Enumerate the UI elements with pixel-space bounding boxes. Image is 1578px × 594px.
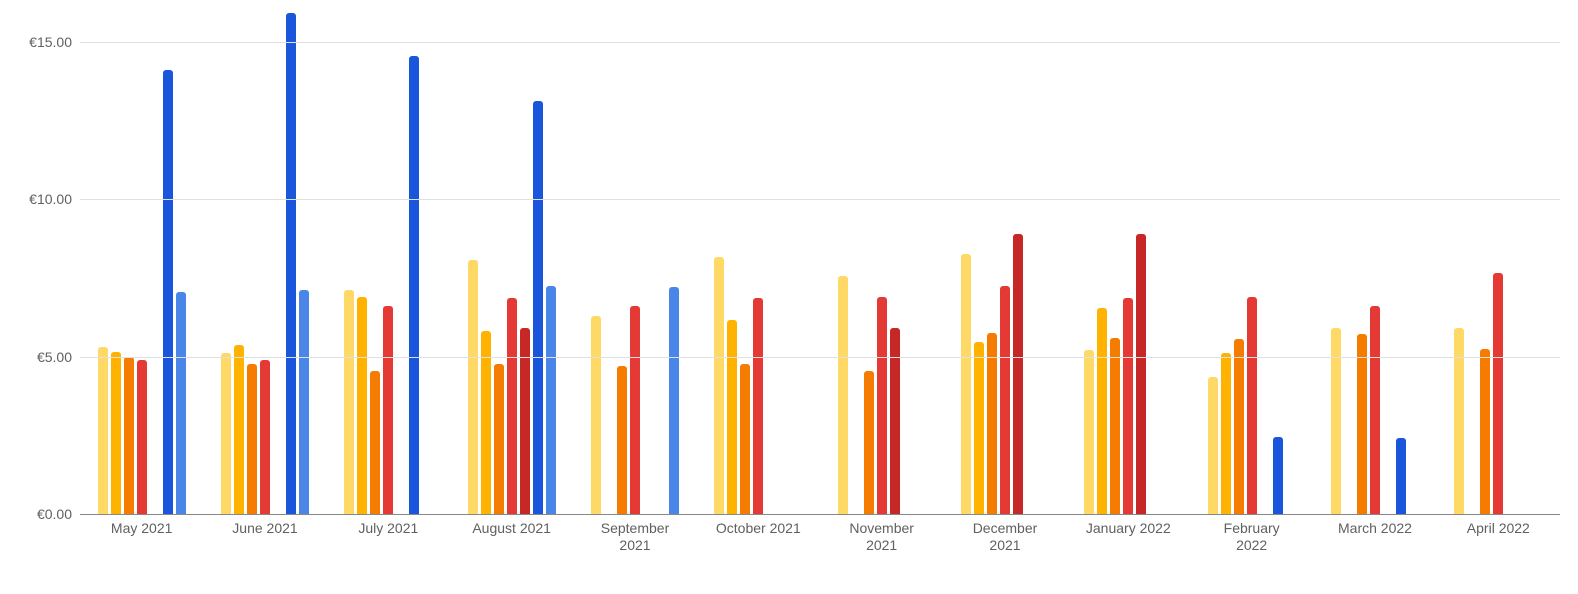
bar bbox=[1221, 353, 1231, 514]
bar bbox=[111, 352, 121, 514]
grid-line bbox=[80, 199, 1560, 200]
bar bbox=[1000, 286, 1010, 514]
bar bbox=[546, 286, 556, 514]
bar bbox=[1013, 234, 1023, 514]
y-tick-label: €10.00 bbox=[29, 191, 80, 207]
bar bbox=[864, 371, 874, 514]
bar bbox=[163, 70, 173, 514]
bar bbox=[357, 297, 367, 514]
x-tick-label: December2021 bbox=[943, 520, 1066, 554]
bar bbox=[1370, 306, 1380, 514]
x-tick-label: January 2022 bbox=[1067, 520, 1190, 537]
bar bbox=[987, 333, 997, 514]
bar bbox=[1480, 349, 1490, 514]
bar bbox=[383, 306, 393, 514]
bar bbox=[961, 254, 971, 514]
bar bbox=[669, 287, 679, 514]
bar bbox=[1273, 437, 1283, 514]
bar bbox=[1247, 297, 1257, 514]
bar bbox=[137, 360, 147, 514]
bar bbox=[1208, 377, 1218, 514]
bar bbox=[370, 371, 380, 514]
bar bbox=[1084, 350, 1094, 514]
x-tick-label: September2021 bbox=[573, 520, 696, 554]
bar bbox=[1234, 339, 1244, 514]
y-tick-label: €5.00 bbox=[37, 349, 80, 365]
x-tick-label: April 2022 bbox=[1437, 520, 1560, 537]
bar bbox=[740, 364, 750, 514]
bars-layer bbox=[80, 10, 1560, 514]
bar bbox=[98, 347, 108, 514]
bar bbox=[299, 290, 309, 514]
grid-line bbox=[80, 357, 1560, 358]
bar bbox=[124, 357, 134, 515]
bar bbox=[1097, 308, 1107, 514]
bar bbox=[591, 316, 601, 514]
x-tick-label: February2022 bbox=[1190, 520, 1313, 554]
bar bbox=[753, 298, 763, 514]
bar bbox=[260, 360, 270, 514]
axis-baseline bbox=[80, 514, 1560, 515]
bar bbox=[1136, 234, 1146, 514]
bar bbox=[286, 13, 296, 514]
bar bbox=[409, 56, 419, 514]
bar bbox=[630, 306, 640, 514]
plot-area: May 2021June 2021July 2021August 2021Sep… bbox=[80, 10, 1560, 514]
bar bbox=[494, 364, 504, 514]
y-tick-label: €15.00 bbox=[29, 34, 80, 50]
bar bbox=[176, 292, 186, 514]
bar bbox=[974, 342, 984, 514]
bar-chart: May 2021June 2021July 2021August 2021Sep… bbox=[0, 0, 1578, 594]
x-tick-label: June 2021 bbox=[203, 520, 326, 537]
bar bbox=[1110, 338, 1120, 514]
bar bbox=[468, 260, 478, 514]
x-tick-label: July 2021 bbox=[327, 520, 450, 537]
bar bbox=[344, 290, 354, 514]
bar bbox=[727, 320, 737, 514]
bar bbox=[234, 345, 244, 514]
bar bbox=[838, 276, 848, 514]
x-tick-label: October 2021 bbox=[697, 520, 820, 537]
x-axis-labels: May 2021June 2021July 2021August 2021Sep… bbox=[80, 514, 1560, 574]
bar bbox=[247, 364, 257, 514]
bar bbox=[221, 353, 231, 514]
bar bbox=[533, 101, 543, 514]
bar bbox=[1493, 273, 1503, 514]
bar bbox=[617, 366, 627, 514]
bar bbox=[714, 257, 724, 514]
bar bbox=[1123, 298, 1133, 514]
bar bbox=[507, 298, 517, 514]
x-tick-label: August 2021 bbox=[450, 520, 573, 537]
grid-line bbox=[80, 42, 1560, 43]
bar bbox=[877, 297, 887, 514]
x-tick-label: March 2022 bbox=[1313, 520, 1436, 537]
x-tick-label: November2021 bbox=[820, 520, 943, 554]
bar bbox=[481, 331, 491, 514]
bar bbox=[1396, 438, 1406, 514]
y-tick-label: €0.00 bbox=[37, 506, 80, 522]
x-tick-label: May 2021 bbox=[80, 520, 203, 537]
bar bbox=[1357, 334, 1367, 514]
